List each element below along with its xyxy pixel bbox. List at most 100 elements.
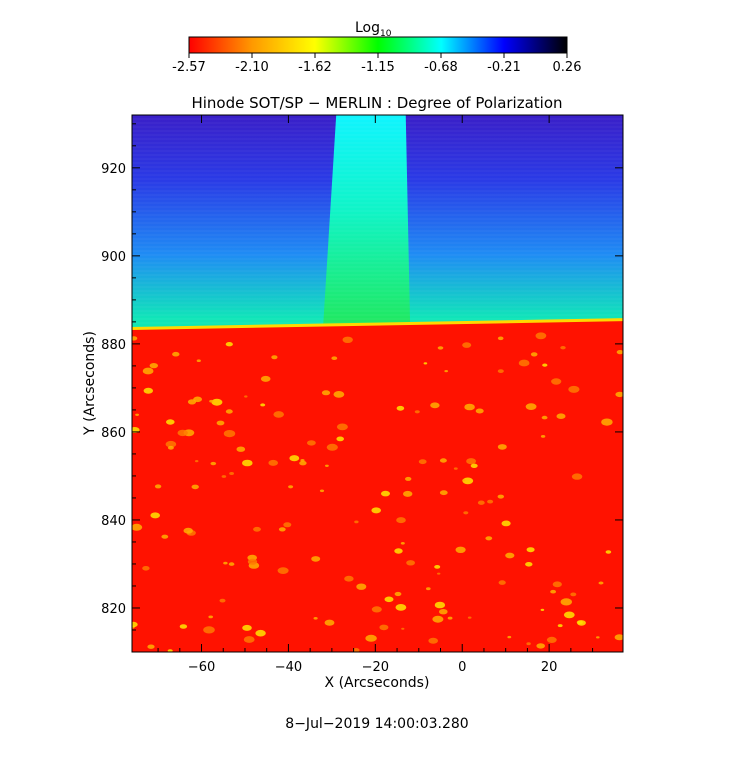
- speckle: [278, 527, 286, 532]
- speckle: [154, 484, 162, 489]
- speckle: [540, 435, 546, 438]
- speckle: [518, 359, 530, 367]
- speckle: [577, 620, 586, 626]
- speckle: [255, 629, 266, 637]
- speckle: [313, 617, 318, 620]
- colorbar-strip: [188, 36, 568, 54]
- x-tick-label: 20: [541, 660, 558, 675]
- speckle: [550, 589, 556, 594]
- speckle: [437, 572, 441, 575]
- speckle: [381, 490, 390, 497]
- speckle: [211, 398, 223, 406]
- speckle: [253, 526, 261, 532]
- speckle: [149, 363, 158, 369]
- speckle: [396, 517, 406, 524]
- speckle: [142, 367, 154, 375]
- speckle: [552, 581, 562, 588]
- speckle: [223, 430, 236, 438]
- speckle: [283, 522, 292, 528]
- colorbar-tick-label: -2.10: [235, 60, 269, 75]
- speckle: [462, 342, 472, 348]
- speckle: [289, 455, 300, 462]
- speckle: [453, 467, 458, 470]
- speckle: [260, 375, 271, 382]
- speckle: [571, 473, 583, 480]
- speckle: [225, 409, 233, 414]
- speckle: [161, 534, 169, 539]
- bright-column: [323, 115, 411, 325]
- speckle: [530, 352, 538, 357]
- chart-title: Hinode SOT/SP − MERLIN : Degree of Polar…: [191, 94, 562, 112]
- speckle: [228, 562, 235, 566]
- speckle: [225, 342, 233, 347]
- speckle: [352, 648, 360, 652]
- speckle: [556, 413, 566, 420]
- speckle: [242, 624, 252, 631]
- speckle: [444, 370, 449, 373]
- speckle: [196, 359, 201, 363]
- speckle: [319, 489, 325, 493]
- speckle: [135, 413, 140, 416]
- x-tick-label: 0: [458, 660, 466, 675]
- speckle: [525, 403, 537, 410]
- speckle: [147, 644, 155, 649]
- colorbar-tick-label: -0.21: [487, 60, 521, 75]
- speckle: [300, 459, 305, 462]
- speckle: [540, 608, 545, 612]
- speckle: [470, 463, 478, 468]
- speckle: [183, 527, 193, 534]
- speckle: [167, 649, 173, 652]
- speckle: [142, 566, 150, 571]
- speckle: [406, 560, 415, 566]
- speckle: [501, 520, 511, 527]
- speckle: [333, 391, 345, 398]
- x-tick-label: −40: [275, 660, 302, 675]
- y-axis: 820 840 860 880 900 920: [101, 123, 623, 631]
- speckle: [210, 461, 217, 466]
- speckle: [475, 408, 484, 414]
- speckle: [172, 351, 180, 357]
- speckle: [596, 636, 600, 639]
- colorbar-tick-label: -1.15: [361, 60, 395, 75]
- speckle: [342, 336, 353, 343]
- speckle: [615, 391, 623, 398]
- speckle: [325, 464, 329, 467]
- speckle: [400, 542, 405, 545]
- colorbar-title: Log10: [355, 20, 392, 39]
- speckle: [423, 362, 428, 365]
- speckle: [439, 490, 448, 496]
- speckle: [395, 604, 407, 611]
- speckle: [418, 459, 427, 465]
- polarization-map: [132, 115, 623, 652]
- speckle: [271, 355, 278, 360]
- colorbar-tick-label: -2.57: [172, 60, 206, 75]
- limb-line: [132, 318, 623, 330]
- colorbar-tick-label: -1.62: [298, 60, 332, 75]
- x-axis-label: X (Arcseconds): [325, 675, 430, 691]
- y-tick-label: 840: [101, 514, 126, 529]
- speckle: [526, 642, 531, 646]
- disk-speckles: [132, 332, 623, 652]
- speckle: [394, 548, 403, 554]
- speckle: [221, 475, 227, 478]
- speckle: [477, 500, 485, 505]
- speckle: [462, 479, 466, 482]
- speckle: [525, 562, 533, 567]
- speckle: [464, 403, 475, 411]
- speckle: [497, 444, 507, 450]
- speckle: [167, 445, 174, 450]
- speckle: [601, 418, 613, 426]
- speckle: [336, 423, 348, 431]
- x-axis: −60 −40 −20 0 20: [157, 115, 594, 675]
- plot-frame: [131, 114, 624, 653]
- speckle: [401, 627, 405, 630]
- speckle: [403, 490, 413, 497]
- speckle: [526, 547, 535, 553]
- speckle: [288, 485, 294, 489]
- speckle: [187, 399, 197, 405]
- speckle: [560, 598, 572, 606]
- speckle: [277, 567, 289, 574]
- speckle: [568, 385, 580, 393]
- speckle: [209, 399, 214, 403]
- speckle: [439, 609, 448, 615]
